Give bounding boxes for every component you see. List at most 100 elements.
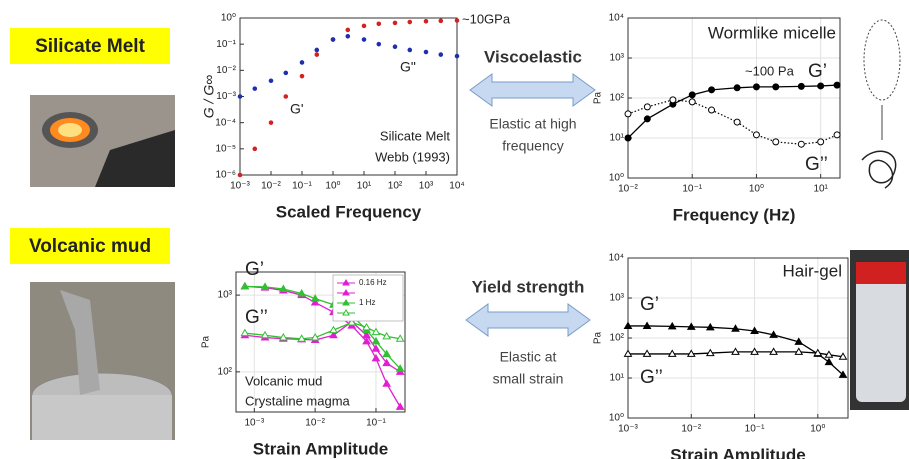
data-point	[643, 115, 651, 123]
x-tick-label: 10⁻²	[305, 418, 325, 429]
note: small strain	[493, 371, 564, 387]
data-point	[330, 37, 336, 42]
data-point	[642, 321, 652, 329]
data-point	[252, 86, 258, 91]
data-point	[362, 330, 371, 339]
data-point	[705, 348, 715, 357]
y-tick-label: 10⁰	[609, 173, 624, 184]
x-tick-label: 10⁻³	[230, 181, 250, 192]
data-point	[252, 146, 258, 152]
y-tick-label: 10⁻⁶	[215, 170, 236, 181]
label-bg	[10, 28, 170, 64]
data-point	[240, 281, 250, 290]
micelle-sketch	[861, 19, 901, 189]
photo-mud	[30, 282, 175, 440]
photo-melt	[30, 95, 175, 187]
chart: 10⁻³ 10⁻² 10⁻¹ 10⁰ 10¹ 10² 10³ 10⁴ 10⁻⁶ 10⁻⁵ 10⁻⁴ 1…	[201, 11, 511, 221]
x-tick-label: 10⁻¹	[682, 184, 702, 195]
data-point	[686, 349, 696, 357]
x-tick-label: 10⁻²	[681, 424, 701, 435]
data-point	[794, 337, 804, 345]
data-point	[362, 322, 371, 331]
y-axis-label: Pa	[593, 91, 604, 104]
legend-marker	[342, 299, 350, 306]
y-tick-label: 10⁻³	[216, 91, 236, 102]
data-point	[329, 330, 338, 339]
data-point	[371, 344, 381, 352]
data-point	[268, 78, 274, 84]
plot-frame	[627, 17, 841, 179]
data-point	[283, 70, 289, 76]
data-point	[314, 52, 320, 57]
label: Volcanic mud	[29, 236, 151, 257]
data-point	[361, 23, 367, 29]
data-point	[624, 134, 632, 142]
y-tick-label: 10⁻²	[216, 65, 236, 76]
y-axis-label: Pa	[593, 331, 604, 344]
y-tick-label: 10²	[610, 93, 625, 104]
x-axis-label: Strain Amplitude	[253, 439, 388, 458]
data-point	[260, 330, 270, 339]
data-point	[772, 83, 780, 91]
data-point	[299, 73, 305, 79]
data-point	[407, 19, 413, 25]
x-tick-label: 10¹	[357, 181, 372, 192]
label: Viscoelastic	[484, 47, 582, 66]
data-point	[686, 322, 696, 330]
data-point	[643, 103, 651, 111]
data-point	[454, 18, 460, 23]
x-tick-label: 10⁻¹	[745, 424, 765, 435]
annotation: G’	[808, 61, 827, 82]
data-point	[362, 336, 371, 345]
x-tick-label: 10⁻³	[244, 418, 264, 429]
data-point	[237, 172, 243, 178]
double-arrow	[469, 73, 596, 107]
annotation: G"	[400, 59, 416, 75]
note: Elastic at high	[489, 116, 576, 132]
data-point	[423, 49, 429, 55]
annotation: Hair-gel	[782, 261, 842, 280]
double-arrow	[465, 303, 591, 337]
data-point	[382, 379, 392, 387]
y-axis-label: Pa	[201, 335, 212, 348]
x-axis-label: Scaled Frequency	[276, 202, 422, 221]
x-tick-label: 10⁰	[810, 424, 825, 435]
annotation: G’’	[245, 307, 268, 328]
y-tick-label: 10³	[610, 53, 625, 64]
annotation: G’	[640, 294, 659, 315]
annotation: Wormlike micelle	[708, 23, 836, 42]
data-point	[794, 347, 804, 355]
data-point	[314, 47, 320, 53]
data-point	[310, 294, 320, 302]
data-point	[731, 347, 740, 355]
data-point	[669, 96, 677, 104]
data-point	[752, 83, 760, 91]
y-tick-label: 10³	[218, 290, 233, 301]
data-point	[299, 60, 305, 65]
data-point	[454, 53, 460, 59]
data-point	[797, 82, 805, 90]
data-point	[278, 333, 288, 341]
x-tick-label: 10⁰	[325, 181, 340, 192]
annotation: Webb (1993)	[375, 149, 450, 164]
data-point	[624, 110, 632, 118]
annotation: G'	[290, 101, 304, 117]
data-point	[345, 27, 351, 33]
legend-label: 0.16 Hz	[359, 278, 387, 287]
data-point	[283, 94, 289, 99]
data-point	[750, 347, 759, 355]
y-tick-label: 10⁰	[609, 413, 624, 424]
data-point	[833, 81, 841, 89]
data-point	[688, 98, 696, 106]
data-point	[750, 326, 759, 334]
data-point	[688, 91, 696, 99]
data-point	[361, 37, 367, 42]
plot-frame	[627, 257, 849, 419]
data-point	[708, 106, 716, 114]
data-point	[824, 350, 834, 358]
chart: 10⁻³ 10⁻² 10⁻¹ 10⁰ 10⁰ 10¹ 10² 10³ 10⁴ Strain Amp…	[593, 253, 849, 459]
data-point	[371, 336, 381, 345]
data-point	[733, 118, 741, 126]
data-point	[438, 18, 444, 24]
data-point	[382, 349, 392, 358]
